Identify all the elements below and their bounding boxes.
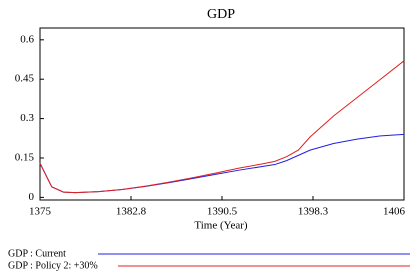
legend-label: GDP : Current [8,248,66,259]
y-tick-label: 0.3 [20,112,34,124]
plot-frame [40,28,404,200]
x-tick-label: 1375 [29,206,52,218]
y-tick-label: 0.6 [20,33,34,45]
y-tick-label: 0.15 [15,152,35,164]
chart: GDP Time (Year) 0 0.15 0.3 0.45 0.6 1375 1382.… [0,0,419,276]
legend-label: GDP : Policy 2: +30% [8,260,98,271]
x-tick-label: 1390.5 [207,206,238,218]
series-line [40,134,404,192]
y-tick-label: 0.45 [15,73,35,85]
x-tick-label: 1406 [383,206,406,218]
x-tick-label: 1382.8 [116,206,147,218]
x-axis-label: Time (Year) [194,220,248,232]
y-tick-label: 0 [29,191,35,203]
x-tick-label: 1398.3 [298,206,329,218]
chart-title: GDP [207,7,235,22]
